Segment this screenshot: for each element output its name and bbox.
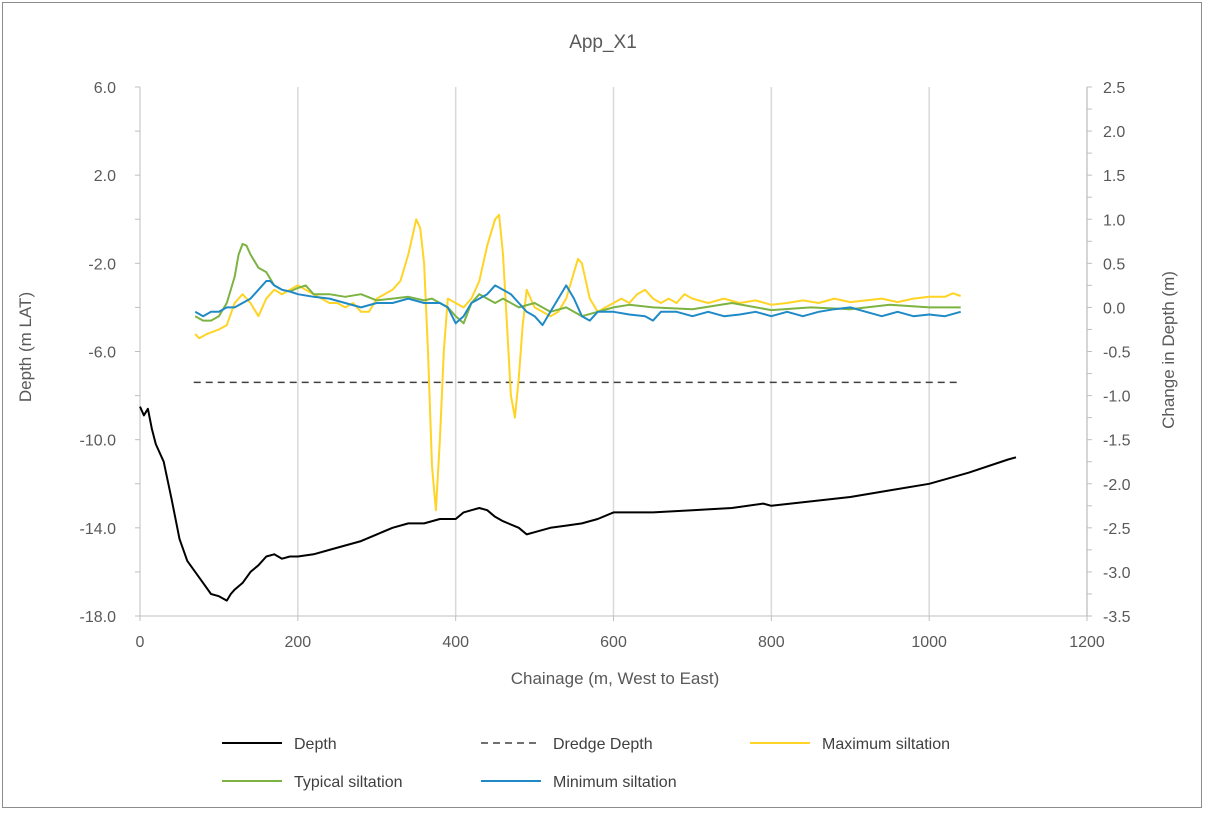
gridlines [139,87,1088,617]
y2-tick-label: 0.0 [1103,300,1125,317]
y2-tick-label: 1.5 [1103,168,1125,185]
right-axis-ticks: 2.5 2.0 1.5 1.0 0.5 0.0 -0.5 -1.0 -1.5 -2.0 -2.5 -3… [1087,80,1131,626]
depth-line [139,406,1017,602]
legend-item-typical-siltation: Typical siltation [222,774,403,791]
x-tick-label: 400 [442,634,469,651]
y2-tick-label: 0.5 [1103,256,1125,273]
y-tick-label: -6.0 [88,345,116,362]
legend-item-depth: Depth [222,736,337,753]
series-lines [139,213,1017,602]
x-axis-title: Chainage (m, West to East) [511,669,720,688]
y-tick-label: 2.0 [94,168,116,185]
y2-tick-label: -0.5 [1103,345,1131,362]
y-tick-label: -14.0 [80,521,117,538]
x-tick-label: 600 [600,634,627,651]
legend-item-dredge-depth: Dredge Depth [481,736,653,753]
legend-label: Minimum siltation [553,774,677,791]
x-tick-label: 0 [136,634,145,651]
y-tick-label: -10.0 [80,433,117,450]
y2-tick-label: 2.5 [1103,80,1125,97]
x-tick-label: 800 [758,634,785,651]
y-axis-title: Depth (m LAT) [16,292,35,402]
x-axis-ticks: 0 200 400 600 800 1000 1200 [136,616,1105,651]
legend: Depth Dredge Depth Maximum siltation Typica… [222,736,950,791]
legend-label: Depth [294,736,337,753]
y-tick-label: -18.0 [80,609,117,626]
y-tick-label: -2.0 [88,256,116,273]
legend-label: Maximum siltation [822,736,950,753]
x-tick-label: 1000 [911,634,947,651]
y2-axis-title: Change in Depth (m) [1159,271,1178,429]
chart-title: App_X1 [569,32,637,53]
typical-siltation-line [194,242,961,325]
y2-tick-label: 1.0 [1103,212,1125,229]
legend-item-minimum-siltation: Minimum siltation [481,774,677,791]
y2-tick-label: -2.5 [1103,521,1131,538]
y2-tick-label: -1.0 [1103,389,1131,406]
legend-label: Dredge Depth [553,736,653,753]
y2-tick-label: 2.0 [1103,124,1125,141]
y2-tick-label: -1.5 [1103,433,1131,450]
x-tick-label: 1200 [1069,634,1105,651]
legend-item-maximum-siltation: Maximum siltation [750,736,950,753]
legend-label: Typical siltation [294,774,403,791]
y2-tick-label: -2.0 [1103,477,1131,494]
x-tick-label: 200 [284,634,311,651]
y-tick-label: 6.0 [94,80,116,97]
left-axis-ticks: 6.0 2.0 -2.0 -6.0 -10.0 -14.0 -18.0 [80,80,140,626]
y2-tick-label: -3.0 [1103,565,1131,582]
minimum-siltation-line [194,280,961,327]
y2-tick-label: -3.5 [1103,609,1131,626]
maximum-siltation-line [194,213,962,512]
